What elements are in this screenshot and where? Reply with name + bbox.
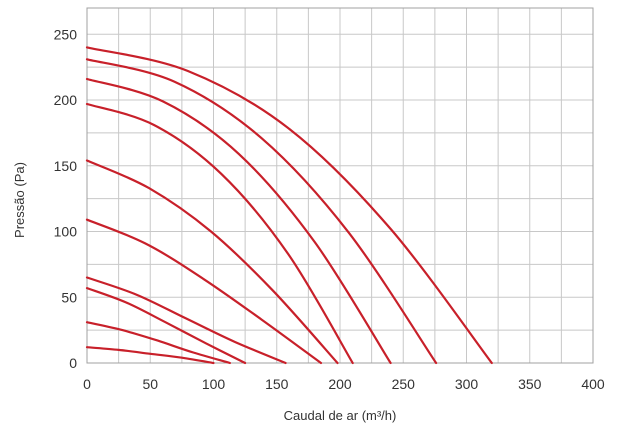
x-axis-ticks: 0 50 100 150 200 250 300 350 400 [83, 376, 605, 392]
grid [86, 8, 594, 364]
x-tick-label: 50 [142, 376, 158, 392]
x-tick-label: 200 [328, 376, 352, 392]
fan-curve-1 [85, 46, 493, 365]
y-tick-label: 100 [54, 224, 78, 240]
fan-curve-8 [85, 287, 247, 365]
fan-curve-4 [85, 102, 354, 365]
fan-curve-10 [85, 346, 215, 365]
curves [85, 46, 493, 365]
fan-curve-9 [85, 321, 231, 365]
fan-curve-5 [85, 159, 339, 365]
fan-curve-7 [85, 276, 287, 365]
x-tick-label: 250 [392, 376, 416, 392]
fan-curve-6 [85, 218, 323, 365]
y-tick-label: 0 [69, 355, 77, 371]
y-axis-ticks: 0 50 100 150 200 250 [54, 26, 78, 371]
fan-curve-3 [85, 77, 392, 365]
x-tick-label: 0 [83, 376, 91, 392]
y-axis-title: Pressão (Pa) [12, 162, 27, 238]
x-tick-label: 400 [581, 376, 605, 392]
y-tick-label: 250 [54, 26, 78, 42]
plot-area [86, 7, 594, 364]
y-tick-label: 200 [54, 92, 78, 108]
x-tick-label: 300 [455, 376, 479, 392]
y-tick-label: 50 [61, 289, 77, 305]
fan-curve-2 [85, 58, 438, 365]
x-tick-label: 100 [202, 376, 226, 392]
x-tick-label: 150 [265, 376, 289, 392]
x-tick-label: 350 [518, 376, 542, 392]
y-tick-label: 150 [54, 158, 78, 174]
x-axis-title: Caudal de ar (m³/h) [284, 408, 397, 423]
